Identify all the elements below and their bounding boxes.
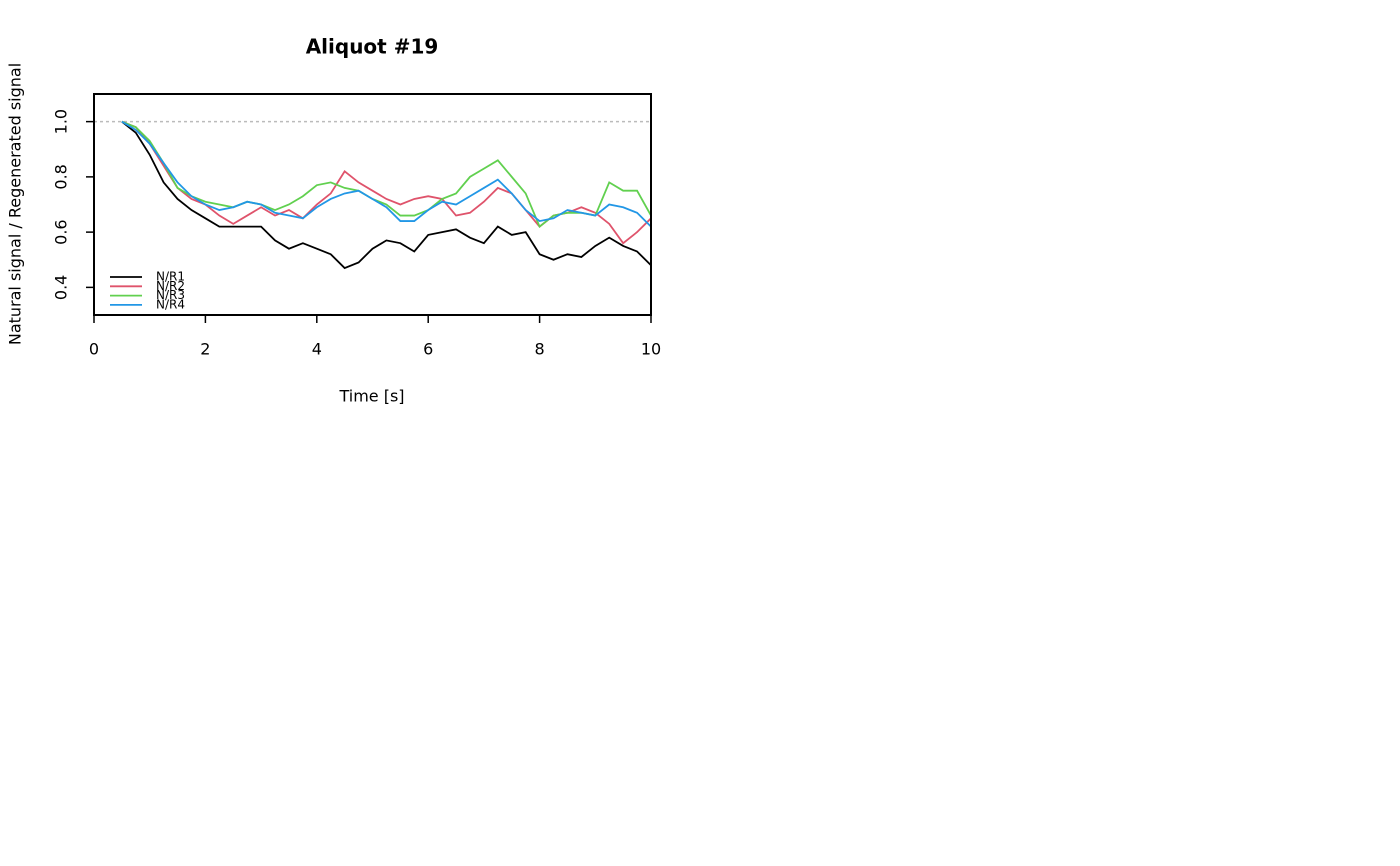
legend-label: N/R2 bbox=[156, 279, 185, 293]
x-tick-label: 8 bbox=[535, 340, 545, 359]
y-tick-label: 0.4 bbox=[52, 275, 71, 300]
y-axis-label: Natural signal / Regenerated signal bbox=[6, 63, 25, 345]
series-line bbox=[121, 120, 652, 270]
legend-label: N/R3 bbox=[156, 288, 185, 302]
legend-label: N/R4 bbox=[156, 297, 185, 311]
x-tick-label: 10 bbox=[641, 340, 661, 359]
chart-title: Aliquot #19 bbox=[306, 35, 439, 59]
y-tick-label: 0.8 bbox=[52, 164, 71, 189]
x-axis-label: Time [s] bbox=[338, 387, 404, 406]
x-tick-label: 4 bbox=[312, 340, 322, 359]
y-tick-label: 1.0 bbox=[52, 109, 71, 134]
plot-frame bbox=[93, 93, 652, 316]
x-tick-label: 6 bbox=[423, 340, 433, 359]
legend-label: N/R1 bbox=[156, 270, 185, 284]
y-tick-label: 0.6 bbox=[52, 219, 71, 244]
x-tick-label: 0 bbox=[89, 340, 99, 359]
series-line bbox=[121, 120, 652, 245]
x-tick-label: 2 bbox=[200, 340, 210, 359]
series-line bbox=[121, 120, 652, 228]
